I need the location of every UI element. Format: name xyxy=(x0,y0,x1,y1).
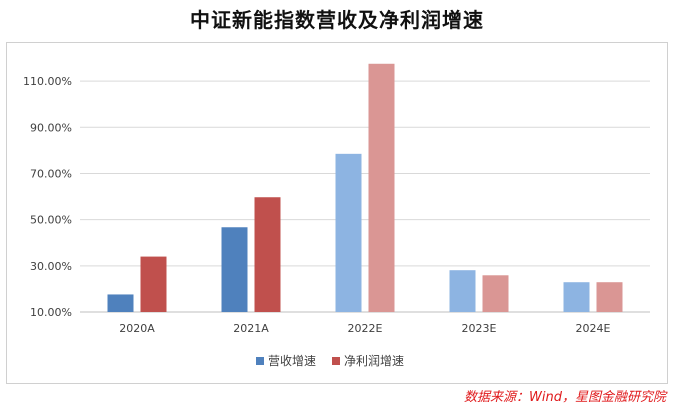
bar-profit-2022E xyxy=(368,63,395,312)
y-axis-ticks: 10.00% 30.00% 50.00% 70.00% 90.00% 110.00% xyxy=(23,75,72,319)
legend-swatch xyxy=(332,357,340,365)
legend: 营收增速 净利润增速 xyxy=(256,354,404,368)
x-tick-label: 2022E xyxy=(348,322,383,335)
x-tick-label: 2020A xyxy=(119,322,155,335)
bar-profit-2020A xyxy=(140,256,167,312)
source-note: 数据来源：Wind，星图金融研究院 xyxy=(464,390,666,405)
bar-profit-2023E xyxy=(482,275,509,312)
bar-revenue-2021A xyxy=(221,227,248,312)
y-tick-label: 30.00% xyxy=(30,260,72,273)
y-tick-label: 110.00% xyxy=(23,75,72,88)
legend-label: 营收增速 xyxy=(268,354,316,368)
legend-label: 净利润增速 xyxy=(344,354,404,368)
y-tick-label: 10.00% xyxy=(30,306,72,319)
y-tick-label: 70.00% xyxy=(30,167,72,180)
y-tick-label: 50.00% xyxy=(30,214,72,227)
x-tick-label: 2023E xyxy=(462,322,497,335)
bar-revenue-2024E xyxy=(563,282,590,312)
gridlines xyxy=(80,80,650,313)
bar-profit-2021A xyxy=(254,197,281,312)
bar-revenue-2020A xyxy=(107,294,134,312)
x-tick-label: 2021A xyxy=(233,322,269,335)
bar-revenue-2023E xyxy=(449,270,476,312)
bar-profit-2024E xyxy=(596,282,623,312)
chart-title: 中证新能指数营收及净利润增速 xyxy=(190,8,484,32)
y-tick-label: 90.00% xyxy=(30,121,72,134)
bar-revenue-2022E xyxy=(335,153,362,312)
x-tick-label: 2024E xyxy=(576,322,611,335)
chart-frame xyxy=(6,42,668,384)
x-axis-ticks: 2020A 2021A 2022E 2023E 2024E xyxy=(119,322,610,335)
bars xyxy=(107,63,623,312)
legend-swatch xyxy=(256,357,264,365)
